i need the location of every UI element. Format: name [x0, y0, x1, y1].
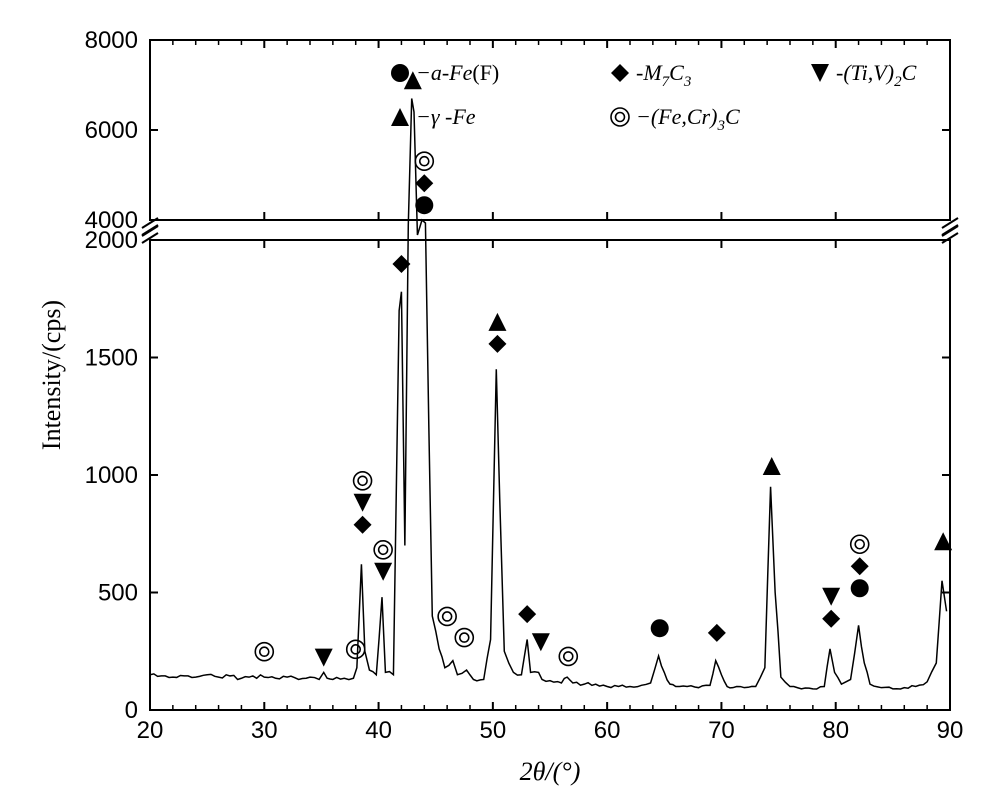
- svg-text:−a-Fe(F): −a-Fe(F): [416, 60, 499, 85]
- svg-text:70: 70: [708, 717, 735, 744]
- svg-text:2θ/(°): 2θ/(°): [520, 757, 581, 786]
- svg-text:20: 20: [137, 717, 164, 744]
- svg-text:30: 30: [251, 717, 278, 744]
- svg-text:-M7C3: -M7C3: [636, 60, 691, 90]
- svg-text:4000: 4000: [85, 207, 138, 234]
- svg-text:40: 40: [365, 717, 392, 744]
- svg-text:−γ -Fe: −γ -Fe: [416, 104, 476, 129]
- svg-text:1500: 1500: [85, 345, 138, 372]
- svg-text:80: 80: [822, 717, 849, 744]
- svg-text:8000: 8000: [85, 27, 138, 54]
- svg-text:-(Ti,V)2C: -(Ti,V)2C: [836, 60, 917, 90]
- svg-text:60: 60: [594, 717, 621, 744]
- svg-text:500: 500: [98, 580, 138, 607]
- svg-text:90: 90: [937, 717, 964, 744]
- svg-text:50: 50: [480, 717, 507, 744]
- svg-text:−(Fe,Cr)3C: −(Fe,Cr)3C: [636, 104, 740, 134]
- svg-text:6000: 6000: [85, 117, 138, 144]
- xrd-chart: 2030405060708090050010001500200040006000…: [0, 0, 1000, 802]
- svg-text:Intensity/(cps): Intensity/(cps): [37, 300, 66, 450]
- svg-text:1000: 1000: [85, 462, 138, 489]
- svg-text:0: 0: [125, 697, 138, 724]
